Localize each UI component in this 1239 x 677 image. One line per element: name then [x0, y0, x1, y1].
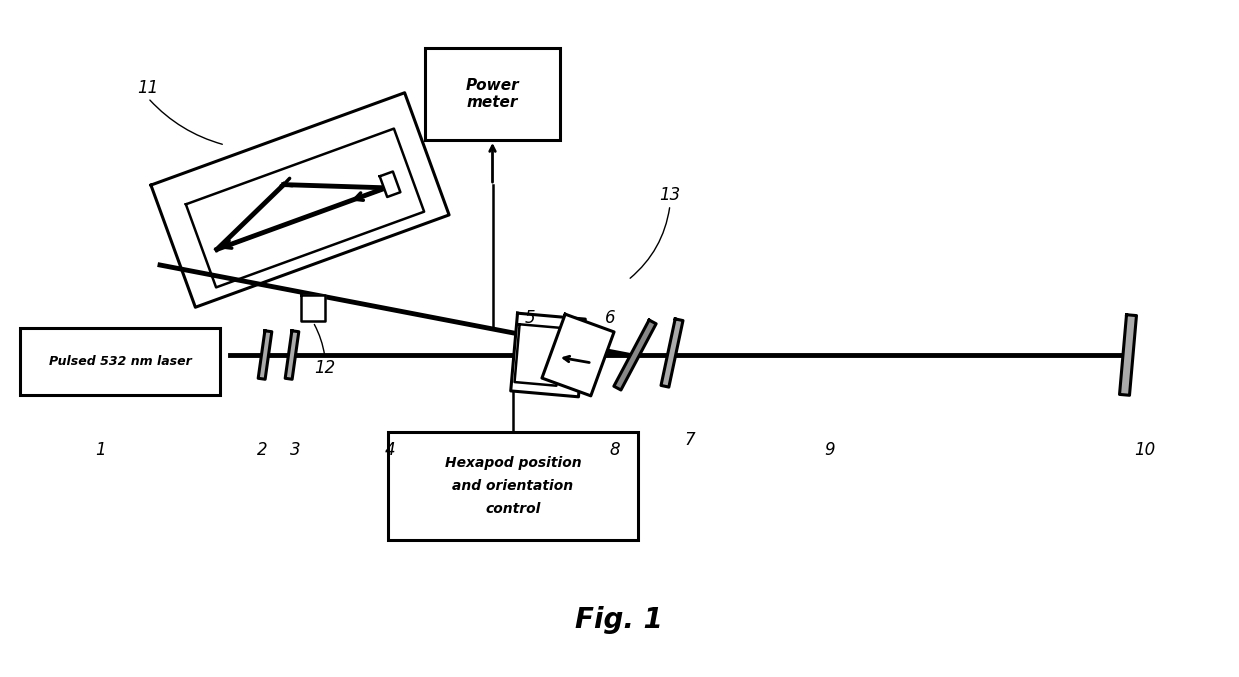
FancyBboxPatch shape [20, 328, 221, 395]
Text: 11: 11 [138, 79, 159, 97]
Text: 12: 12 [315, 359, 336, 377]
Text: 5: 5 [524, 309, 535, 327]
Polygon shape [379, 171, 400, 197]
Text: Pulsed 532 nm laser: Pulsed 532 nm laser [48, 355, 191, 368]
Text: 3: 3 [290, 441, 300, 459]
Polygon shape [1120, 315, 1136, 395]
Text: 2: 2 [256, 441, 268, 459]
Text: Fig. 1: Fig. 1 [575, 606, 663, 634]
FancyBboxPatch shape [425, 48, 560, 140]
FancyBboxPatch shape [388, 432, 638, 540]
Text: 9: 9 [825, 441, 835, 459]
Polygon shape [285, 331, 299, 379]
Text: 8: 8 [610, 441, 621, 459]
Polygon shape [514, 324, 561, 386]
Text: 6: 6 [605, 309, 616, 327]
Polygon shape [510, 313, 585, 397]
Text: 4: 4 [384, 441, 395, 459]
Polygon shape [613, 320, 657, 390]
Polygon shape [662, 319, 683, 387]
Text: 10: 10 [1135, 441, 1156, 459]
Polygon shape [258, 331, 271, 379]
Polygon shape [541, 314, 615, 396]
Text: Power
meter: Power meter [466, 78, 519, 110]
Text: 13: 13 [659, 186, 680, 204]
Polygon shape [151, 93, 449, 307]
Text: 1: 1 [94, 441, 105, 459]
Text: 7: 7 [685, 431, 695, 449]
Text: Hexapod position
and orientation
control: Hexapod position and orientation control [445, 456, 581, 516]
Polygon shape [301, 295, 325, 321]
